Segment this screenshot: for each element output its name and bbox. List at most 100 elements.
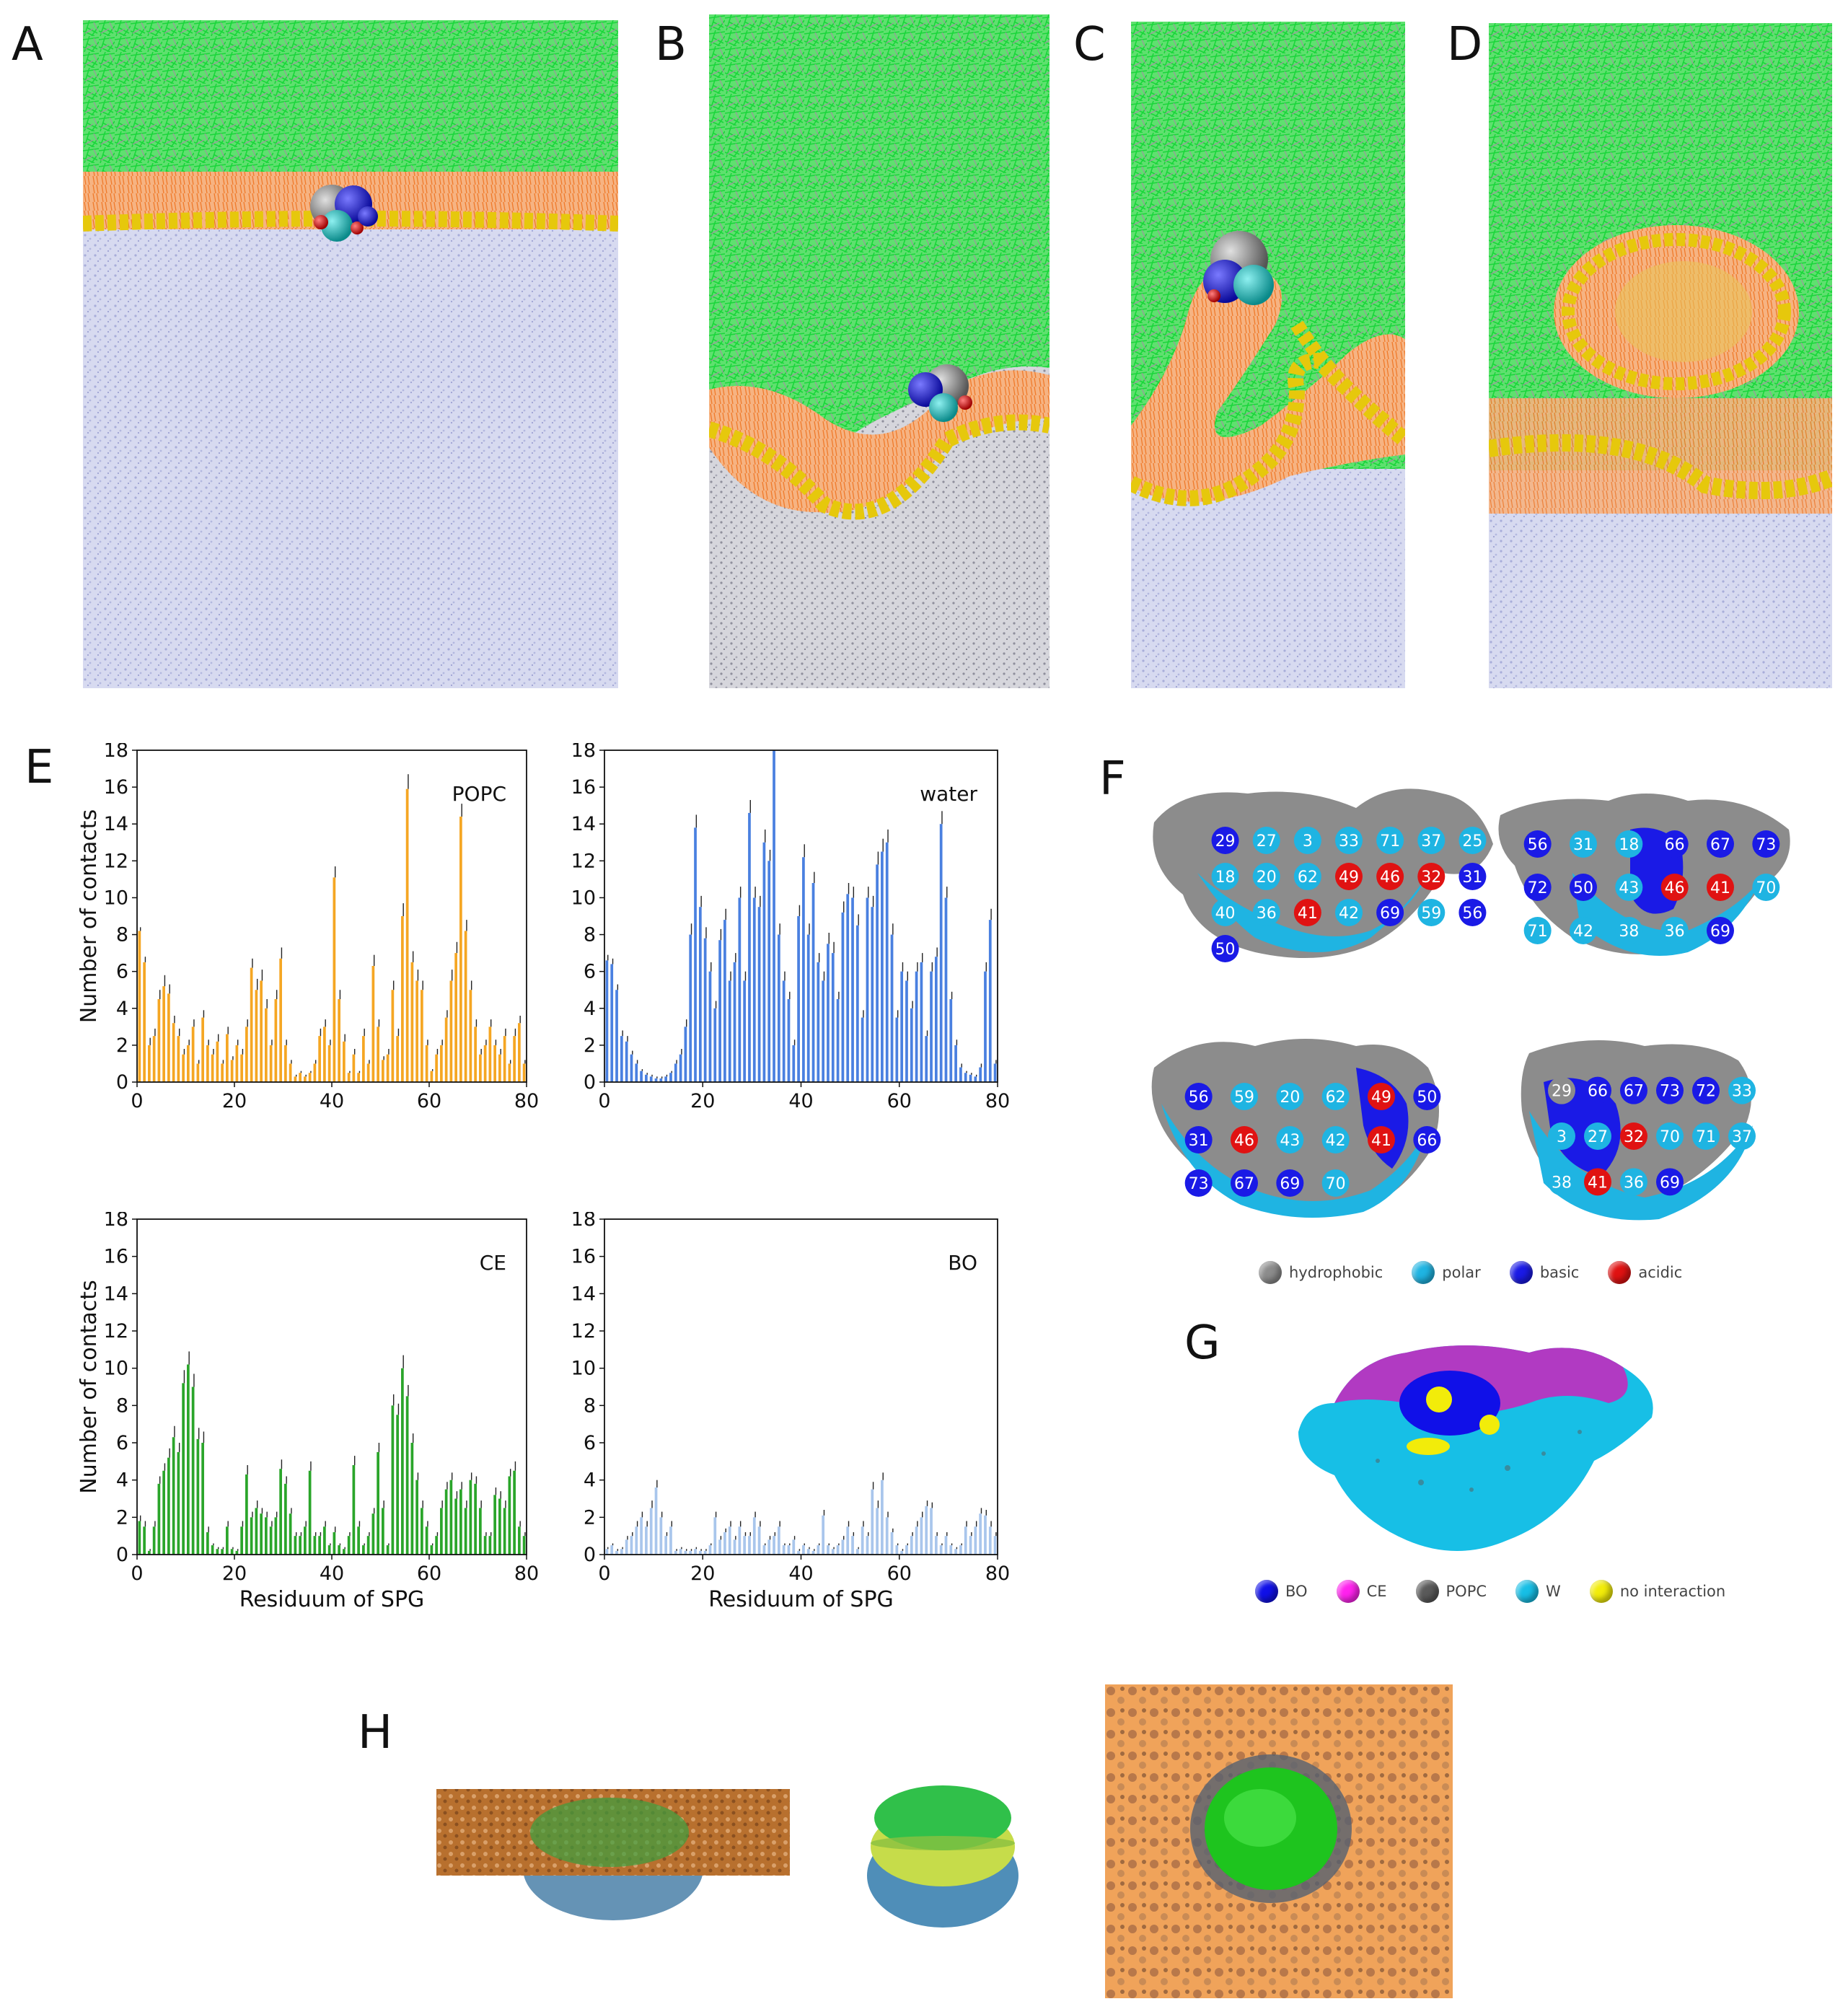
legend-swatch — [1259, 1261, 1282, 1284]
y-tick-label: 12 — [571, 1320, 596, 1342]
residue-bead — [1293, 827, 1321, 854]
bar — [605, 960, 609, 1082]
residue-bead — [1276, 1169, 1304, 1197]
legend-label: hydrophobic — [1289, 1264, 1383, 1281]
legend-item: W — [1515, 1580, 1561, 1603]
bar — [304, 1526, 307, 1555]
bar — [216, 1549, 219, 1555]
bar — [357, 1526, 360, 1555]
bar — [718, 1539, 721, 1555]
bar — [513, 1470, 516, 1555]
residue-label: 29 — [1552, 1083, 1572, 1101]
residue-bead — [1184, 1169, 1213, 1197]
bar — [743, 980, 747, 1082]
residue-bead — [1548, 1168, 1575, 1196]
bar — [703, 938, 707, 1082]
bar — [240, 1526, 243, 1555]
residue-bead — [1656, 1122, 1684, 1150]
y-tick-label: 10 — [571, 1358, 596, 1380]
residue-bead — [1458, 827, 1487, 854]
bar — [797, 916, 800, 1082]
bar — [230, 1549, 234, 1555]
bar — [605, 1549, 609, 1555]
y-tick-label: 4 — [584, 998, 596, 1020]
bar — [885, 1517, 889, 1555]
residue-bead — [1728, 1076, 1756, 1104]
x-axis-label: Residuum of SPG — [239, 1587, 425, 1612]
chart-bo: 0 20 40 60 80 0 2 4 6 8 10 12 14 16 18 BO Residuum of SP… — [571, 1212, 1010, 1612]
bar — [313, 1536, 317, 1555]
bar — [187, 1364, 190, 1555]
residue-bead — [1231, 1169, 1258, 1197]
bar — [752, 1517, 756, 1555]
bar — [347, 1073, 351, 1082]
bar — [713, 1008, 717, 1082]
bar — [777, 934, 780, 1082]
x-tick-label: 40 — [320, 1090, 344, 1112]
residue-label: 59 — [1421, 905, 1441, 923]
bar — [172, 1023, 175, 1082]
bar — [855, 925, 859, 1082]
bar — [425, 1045, 428, 1082]
residue-label: 43 — [1619, 879, 1639, 897]
bar — [846, 894, 850, 1082]
y-tick-label: 14 — [104, 813, 128, 835]
bar — [635, 1063, 638, 1082]
bar — [435, 1054, 438, 1082]
bar — [352, 1054, 356, 1082]
bar — [649, 1076, 653, 1082]
residue-bead — [1620, 1122, 1647, 1150]
bar — [954, 1549, 957, 1555]
legend-swatch — [1255, 1580, 1278, 1603]
residue-label: 50 — [1573, 879, 1593, 897]
bar — [689, 1550, 692, 1555]
bar — [684, 1550, 687, 1555]
residue-bead — [1584, 1168, 1611, 1196]
residue-label: 70 — [1326, 1175, 1346, 1193]
residue-label: 67 — [1710, 836, 1730, 854]
y-tick-label: 16 — [104, 776, 128, 799]
panel-label-g: G — [1184, 1317, 1220, 1370]
residue-label: 3 — [1557, 1128, 1567, 1146]
residue-bead — [1252, 827, 1280, 854]
y-tick-label: 8 — [584, 924, 596, 946]
bar — [762, 842, 766, 1082]
residue-bead — [1211, 899, 1239, 926]
bar — [792, 1539, 796, 1555]
bar — [620, 1549, 623, 1555]
bar — [327, 1545, 331, 1555]
residue-bead — [1570, 917, 1597, 944]
residue-bead — [1231, 1083, 1258, 1110]
bar — [459, 817, 462, 1082]
bar — [934, 957, 938, 1082]
bar — [827, 1545, 830, 1555]
bar — [323, 1027, 326, 1082]
legend-item: hydrophobic — [1259, 1261, 1383, 1284]
bar — [371, 1513, 375, 1555]
bar — [674, 1550, 677, 1555]
bar — [664, 1536, 668, 1555]
bar — [822, 980, 825, 1082]
bar — [148, 1550, 151, 1555]
residue-label: 69 — [1710, 923, 1730, 941]
chart-title: BO — [948, 1251, 977, 1275]
residue-label: 20 — [1257, 869, 1277, 887]
bar — [148, 1045, 151, 1082]
legend-item: no interaction — [1589, 1580, 1725, 1603]
bar — [421, 1508, 423, 1555]
legend-swatch — [1415, 1580, 1439, 1603]
bar — [469, 1480, 472, 1555]
bar — [905, 980, 908, 1082]
bar — [444, 1017, 448, 1082]
residue-label: 40 — [1215, 905, 1236, 923]
bar — [885, 842, 889, 1082]
chart-water: 0 20 40 60 80 0 2 4 6 8 10 12 14 16 18 water — [571, 743, 1010, 1112]
y-tick-label: 4 — [584, 1469, 596, 1492]
bar — [382, 1508, 384, 1555]
residue-bead — [1211, 863, 1239, 890]
y-tick-label: 8 — [116, 924, 128, 946]
bar — [802, 857, 805, 1082]
residue-bead — [1368, 1126, 1395, 1153]
bar — [474, 1027, 477, 1082]
